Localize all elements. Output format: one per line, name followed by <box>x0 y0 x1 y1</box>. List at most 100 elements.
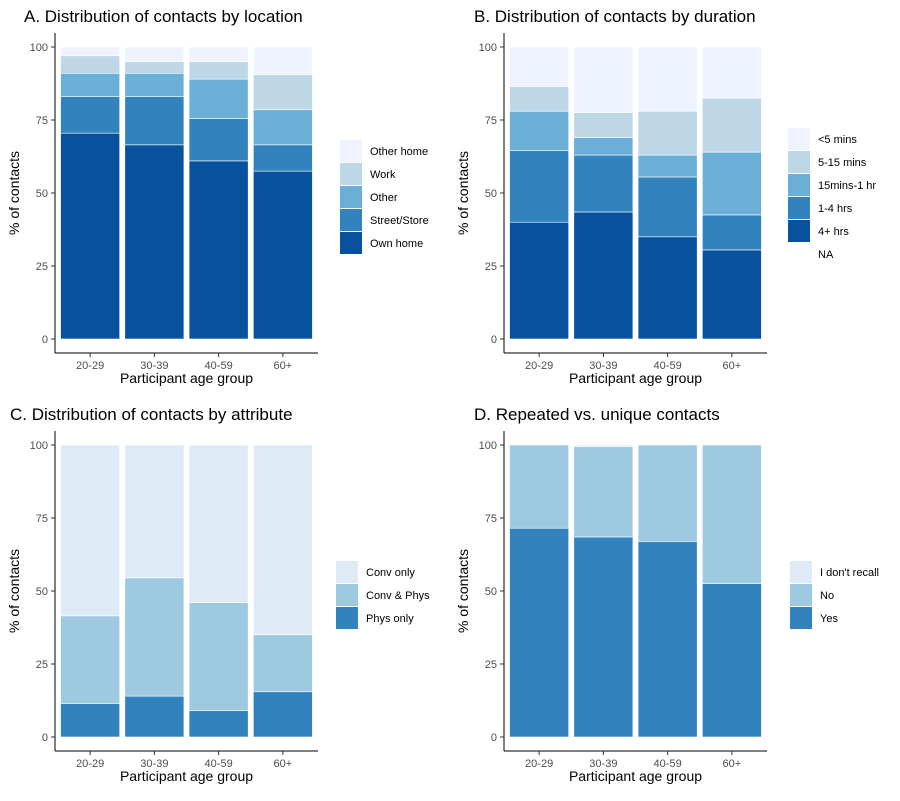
x-tick-label: 20-29 <box>76 758 104 770</box>
bar-segment <box>124 46 185 62</box>
y-tick-label: 25 <box>485 659 497 671</box>
legend: Conv only Conv & Phys Phys only <box>336 561 430 629</box>
y-tick-label: 25 <box>36 261 48 273</box>
legend-swatch <box>340 140 362 162</box>
bar-segment <box>188 61 249 80</box>
bar-segment <box>702 46 762 99</box>
panel-a: A. Distribution of contacts by location 0… <box>6 7 429 386</box>
legend-label: Other home <box>370 146 428 158</box>
bar-segment <box>60 132 120 340</box>
bar-segment <box>188 444 249 603</box>
legend-swatch <box>340 232 362 254</box>
y-tick-label: 0 <box>491 732 497 744</box>
bar-segment <box>509 150 569 223</box>
x-tick-label: 20-29 <box>525 758 553 770</box>
y-axis-label: % of contacts <box>455 549 471 633</box>
legend-swatch <box>788 128 810 150</box>
bar-segment <box>573 446 634 538</box>
legend: Other home Work Other Street/Store Own home <box>340 140 429 254</box>
bar-segment <box>509 221 569 340</box>
legend-swatch <box>336 607 358 629</box>
legend-label: 15mins-1 hr <box>818 180 876 192</box>
legend-swatch <box>788 151 810 173</box>
bar-segment <box>573 154 634 213</box>
x-tick-label: 60+ <box>274 360 293 372</box>
bar-segment <box>188 710 249 738</box>
legend-label: Own home <box>370 238 423 250</box>
legend-label: I don't recall <box>820 567 879 579</box>
bar-segment <box>573 137 634 156</box>
x-tick-label: 60+ <box>723 360 742 372</box>
y-tick-label: 100 <box>30 440 48 452</box>
bar-segment <box>60 444 120 617</box>
legend-swatch <box>340 163 362 185</box>
x-tick-label: 20-29 <box>76 360 104 372</box>
legend-swatch <box>790 584 812 606</box>
bar-segment <box>573 211 634 340</box>
bar-segment <box>60 72 120 97</box>
legend-swatch <box>790 607 812 629</box>
y-axis-label: % of contacts <box>6 549 22 633</box>
bar-segment <box>60 55 120 74</box>
x-tick-label: 30-39 <box>589 758 617 770</box>
x-tick-label: 20-29 <box>525 360 553 372</box>
y-tick-label: 100 <box>479 440 497 452</box>
y-tick-label: 50 <box>485 188 497 200</box>
x-tick-label: 30-39 <box>140 758 168 770</box>
bar-segment <box>637 46 698 112</box>
x-tick-label: 30-39 <box>140 360 168 372</box>
bar-segment <box>573 112 634 138</box>
bar-segment <box>637 176 698 238</box>
legend-label: Work <box>370 169 396 181</box>
y-tick-label: 75 <box>485 513 497 525</box>
bar-segment <box>637 541 698 738</box>
bar-segment <box>188 46 249 62</box>
bar-segment <box>60 703 120 738</box>
legend-label: Other <box>370 192 398 204</box>
bar-segment <box>124 96 185 146</box>
legend: <5 mins 5-15 mins 15mins-1 hr 1-4 hrs 4+ hrs… <box>788 128 876 261</box>
bar-segment <box>637 236 698 340</box>
y-tick-label: 25 <box>485 261 497 273</box>
bar-segment <box>60 96 120 134</box>
legend-label: <5 mins <box>818 134 857 146</box>
y-tick-label: 75 <box>485 115 497 127</box>
y-tick-label: 0 <box>491 334 497 346</box>
chart-title: A. Distribution of contacts by location <box>24 7 303 26</box>
y-tick-label: 75 <box>36 513 48 525</box>
bar-segment <box>702 583 762 738</box>
panel-c: C. Distribution of contacts by attribute… <box>6 405 430 784</box>
chart-title: C. Distribution of contacts by attribute <box>10 405 293 424</box>
bar-segment <box>253 109 313 146</box>
bar-segment <box>637 444 698 542</box>
x-tick-label: 40-59 <box>654 758 682 770</box>
bar-segment <box>573 46 634 113</box>
legend-label: 1-4 hrs <box>818 203 853 215</box>
bar-segment <box>124 444 185 579</box>
legend-label: Street/Store <box>370 215 429 227</box>
bar-segment <box>60 46 120 57</box>
x-tick-label: 40-59 <box>205 360 233 372</box>
bar-segment <box>124 61 185 74</box>
bar-segment <box>253 170 313 340</box>
bar-segment <box>509 444 569 529</box>
legend-swatch <box>790 561 812 583</box>
y-tick-label: 100 <box>479 42 497 54</box>
legend-label: Phys only <box>366 613 414 625</box>
bar-segment <box>702 214 762 251</box>
x-tick-label: 60+ <box>723 758 742 770</box>
bar-segment <box>188 602 249 712</box>
legend-swatch <box>336 584 358 606</box>
bar-segment <box>509 46 569 87</box>
panel-b: B. Distribution of contacts by duration 0… <box>455 7 876 386</box>
panel-d: D. Repeated vs. unique contacts 0 25 50 75 10… <box>455 405 879 784</box>
x-axis-label: Participant age group <box>569 370 702 386</box>
bar-segment <box>253 74 313 111</box>
bar-segment <box>509 86 569 112</box>
bar-segment <box>702 444 762 584</box>
bar-segment <box>702 249 762 340</box>
bar-segment <box>702 151 762 216</box>
x-tick-label: 30-39 <box>589 360 617 372</box>
legend-swatch <box>788 174 810 196</box>
